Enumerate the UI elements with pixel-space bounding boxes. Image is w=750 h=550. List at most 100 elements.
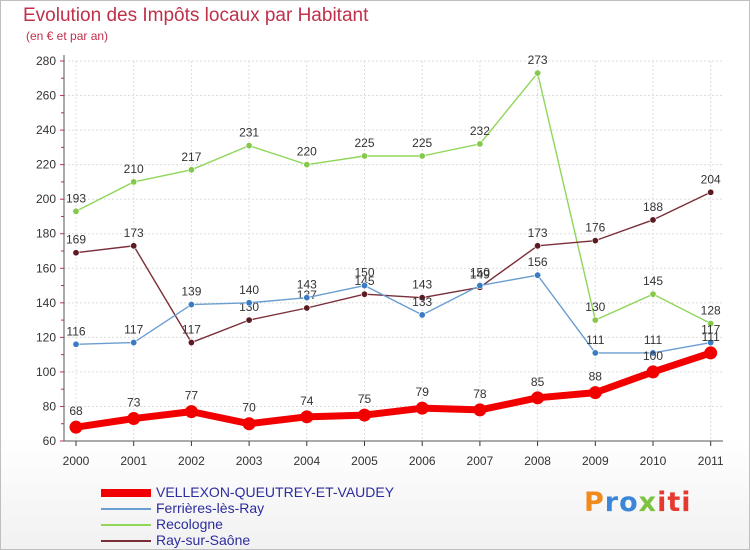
data-point <box>649 216 657 224</box>
data-point <box>591 316 599 324</box>
data-point <box>130 339 138 347</box>
legend-label: Ferrières-lès-Ray <box>156 500 265 516</box>
data-label: 117 <box>124 323 143 337</box>
data-point <box>130 242 138 250</box>
data-point <box>245 316 253 324</box>
data-label: 116 <box>66 324 85 338</box>
data-label: 75 <box>358 392 372 406</box>
data-point <box>707 339 715 347</box>
data-point <box>245 142 253 150</box>
data-label: 149 <box>470 267 490 281</box>
x-tick-label: 2005 <box>351 454 378 468</box>
data-label: 140 <box>239 283 259 297</box>
data-label: 220 <box>297 145 317 159</box>
data-point <box>534 69 542 77</box>
data-label: 225 <box>354 136 374 150</box>
data-label: 68 <box>69 404 83 418</box>
data-point <box>130 178 138 186</box>
data-label: 111 <box>644 333 663 347</box>
y-tick-label: 120 <box>36 330 56 344</box>
data-label: 150 <box>470 266 490 280</box>
data-point <box>473 403 487 417</box>
data-label: 210 <box>124 162 144 176</box>
data-label: 139 <box>181 285 201 299</box>
x-tick-label: 2000 <box>63 454 90 468</box>
series-ray-sur-sa-ne: 169173117130137145143149173176188204 <box>66 172 721 347</box>
data-point <box>360 152 368 160</box>
data-label: 85 <box>531 375 545 389</box>
data-label: 169 <box>66 233 86 247</box>
data-point <box>187 339 195 347</box>
series-line <box>72 349 715 431</box>
data-point <box>184 405 198 419</box>
legend-label: Recologne <box>156 516 223 532</box>
data-label: 78 <box>473 387 487 401</box>
y-tick-label: 280 <box>36 54 56 68</box>
logo-letters-iti: iti <box>657 487 692 518</box>
legend-label: VELLEXON-QUEUTREY-ET-VAUDEY <box>156 484 395 500</box>
data-point <box>303 304 311 312</box>
legend-swatch <box>101 508 151 510</box>
data-point <box>127 412 141 426</box>
proxiti-logo: Proxiti <box>584 487 692 518</box>
data-point <box>358 408 371 422</box>
data-point <box>649 290 657 298</box>
legend-swatch <box>101 540 151 542</box>
data-label: 204 <box>701 172 721 186</box>
data-point <box>707 320 715 328</box>
x-tick-label: 2001 <box>120 454 147 468</box>
y-tick-label: 160 <box>36 261 56 275</box>
data-point <box>360 282 368 290</box>
data-label: 143 <box>297 278 317 292</box>
data-point <box>531 391 545 405</box>
data-label: 225 <box>412 136 432 150</box>
data-point <box>707 188 715 196</box>
data-label: 111 <box>702 330 721 344</box>
data-label: 145 <box>354 274 374 288</box>
series-line <box>75 274 712 354</box>
x-tick-label: 2007 <box>467 454 494 468</box>
data-point <box>303 294 311 302</box>
data-label: 128 <box>701 304 721 318</box>
data-point <box>303 161 311 169</box>
data-label: 145 <box>643 274 663 288</box>
data-point <box>418 294 426 302</box>
data-label: 117 <box>701 323 720 337</box>
data-point <box>187 166 195 174</box>
data-label: 150 <box>354 266 374 280</box>
data-point <box>534 271 542 279</box>
data-point <box>415 401 429 415</box>
data-point <box>72 249 80 257</box>
x-tick-label: 2002 <box>178 454 205 468</box>
data-label: 130 <box>585 300 605 314</box>
data-label: 88 <box>589 370 603 384</box>
data-label: 73 <box>127 396 141 410</box>
data-point <box>704 346 718 360</box>
data-label: 70 <box>242 401 256 415</box>
y-tick-label: 260 <box>36 89 56 103</box>
logo-letters-ro: ro <box>604 487 639 518</box>
data-point <box>300 410 314 424</box>
legend-swatch <box>101 489 151 497</box>
legend-swatch <box>101 524 151 526</box>
data-label: 231 <box>239 126 259 140</box>
x-tick-label: 2011 <box>698 454 724 468</box>
y-tick-label: 140 <box>36 296 56 310</box>
data-point <box>245 299 253 307</box>
legend-label: Ray-sur-Saône <box>156 532 251 548</box>
data-point <box>360 290 368 298</box>
data-point <box>418 311 426 319</box>
data-point <box>418 152 426 160</box>
data-point <box>476 282 484 290</box>
data-point <box>649 349 657 357</box>
data-point <box>591 237 599 245</box>
x-tick-label: 2006 <box>409 454 436 468</box>
data-label: 77 <box>185 389 199 403</box>
data-label: 79 <box>416 385 430 399</box>
data-point <box>646 365 660 379</box>
y-tick-label: 240 <box>36 123 56 137</box>
x-tick-label: 2010 <box>640 454 667 468</box>
y-tick-label: 220 <box>36 158 56 172</box>
